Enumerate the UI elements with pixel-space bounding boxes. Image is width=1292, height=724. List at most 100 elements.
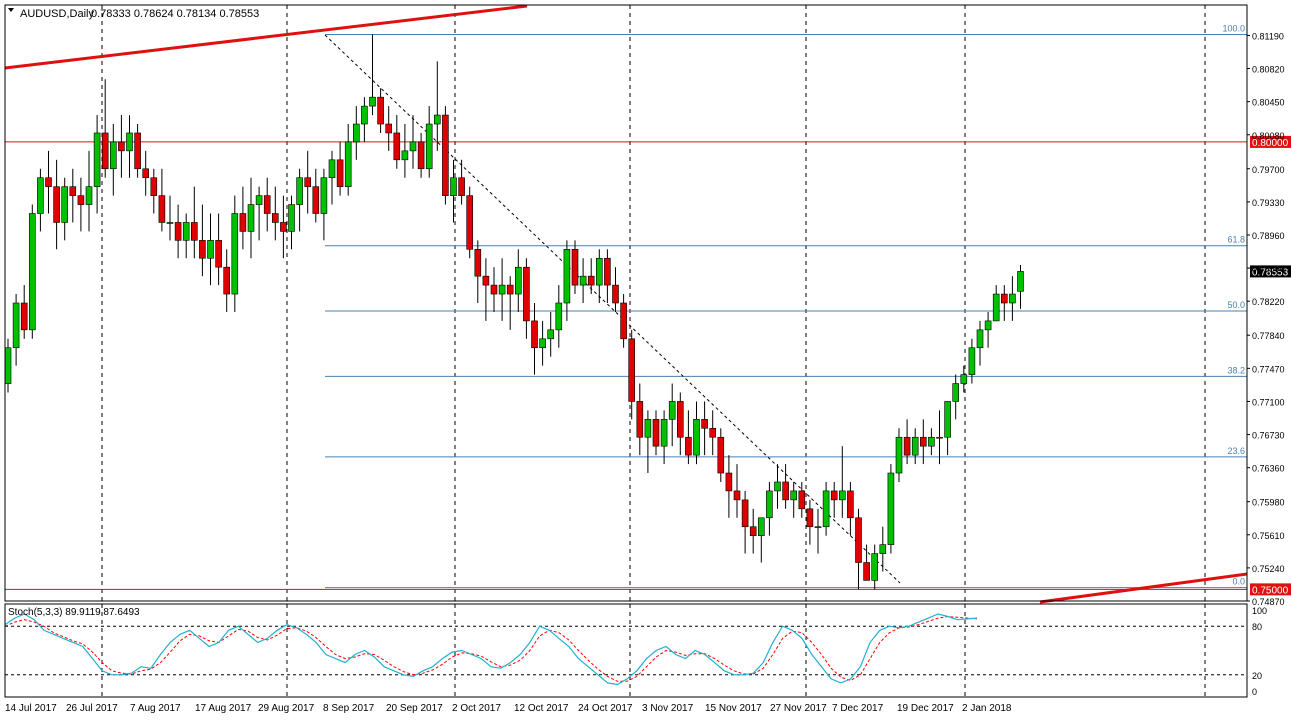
candle-body [45,177,52,187]
candle-body [952,383,960,402]
candle-body [830,490,838,501]
candle-body [612,284,619,304]
candle-body [855,517,862,563]
price-tick-label: 0.79330 [1252,198,1285,208]
candle-body [741,499,749,528]
candle-body [498,284,506,295]
date-label: 12 Oct 2017 [514,703,569,714]
level-price-tag [1250,135,1291,148]
stoch-panel-frame [4,603,1248,698]
candle-body [271,213,279,223]
upper-trendline[interactable] [4,4,528,70]
candle-body [280,222,287,232]
candle-body [490,284,498,295]
candle-body [28,213,36,331]
candle-body [822,490,830,528]
date-label: 29 Aug 2017 [258,703,315,714]
candle-body [919,436,927,447]
candle-body [4,347,12,384]
symbol-label: AUDUSD,Daily [20,8,94,20]
date-label: 19 Dec 2017 [897,703,954,714]
stoch-main-line [4,613,978,686]
candle-body [150,177,158,196]
candle-body [296,177,303,205]
level-price-label: 0.80000 [1252,138,1289,149]
candle-body [466,195,474,250]
current-price-tag [1250,265,1291,278]
fib-level-label: 23.6 [1227,446,1245,456]
candle-body [733,490,741,501]
candle-body [37,177,44,214]
candle-body [555,302,563,331]
price-tick-label: 0.80450 [1252,98,1285,108]
candle-body [928,436,935,447]
fib-level-label: 50.0 [1227,300,1245,310]
candle-body [53,186,60,223]
candle-body [207,240,214,259]
candle-body [223,266,230,295]
candle-body [847,490,854,519]
price-tick-label: 0.75610 [1252,531,1285,541]
fib-level-label: 38.2 [1227,365,1245,375]
candle-body [182,222,190,241]
candle-body [118,141,125,152]
candle-body [620,302,627,340]
candle-body [231,213,239,295]
candle-body [531,320,538,349]
candle-body [1017,271,1024,292]
candle-body [425,123,433,170]
candle-body [790,490,798,501]
candle-body [628,338,636,402]
candle-body [458,177,465,196]
candle-body [863,562,870,581]
candle-body [344,141,352,187]
candle-body [798,490,806,510]
candle-body [409,141,417,152]
candle-body [766,490,773,519]
candle-body [693,419,700,456]
candle-body [482,275,490,286]
ohlc-label: 0.78333 0.78624 0.78134 0.78553 [91,8,259,20]
candle-body [838,490,846,501]
candle-body [782,481,789,501]
candle-body [725,472,733,492]
date-label: 8 Sep 2017 [323,703,375,714]
stoch-scale-label: 100 [1252,606,1267,616]
level-price-tag [1250,583,1291,596]
candle-body [911,436,919,456]
level-price-label: 0.75000 [1252,585,1289,596]
candle-body [523,266,530,322]
candle-body [1000,293,1008,304]
price-tick-label: 0.80820 [1252,65,1285,75]
candle-body [701,419,708,429]
dropdown-triangle-icon[interactable] [8,8,14,12]
price-tick-label: 0.78220 [1252,297,1285,307]
stoch-scale-label: 20 [1252,671,1262,681]
fib-level-label: 61.8 [1227,235,1245,245]
stoch-signal-line [4,615,978,682]
candle-body [871,553,879,581]
current-price-label: 0.78553 [1252,267,1289,278]
candle-body [352,123,360,143]
candle-body [69,186,77,196]
candle-body [288,204,295,232]
candle-body [77,195,85,205]
candle-body [595,257,603,286]
date-label: 20 Sep 2017 [386,703,443,714]
price-tick-label: 0.76730 [1252,431,1285,441]
candle-body [944,401,951,438]
candle-body [968,347,976,375]
price-tick-label: 0.80080 [1252,131,1285,141]
price-tick-label: 0.75980 [1252,498,1285,508]
date-label: 15 Nov 2017 [705,703,762,714]
candle-body [879,544,887,554]
price-tick-label: 0.81190 [1252,31,1284,41]
price-tick-label: 0.76360 [1252,464,1285,474]
candle-body [450,177,457,196]
stoch-scale-label: 80 [1252,622,1262,632]
lower-trendline[interactable] [1039,572,1248,604]
candle-body [369,96,376,107]
candle-body [1009,293,1016,304]
candle-body [417,141,425,170]
candle-body [433,114,441,125]
